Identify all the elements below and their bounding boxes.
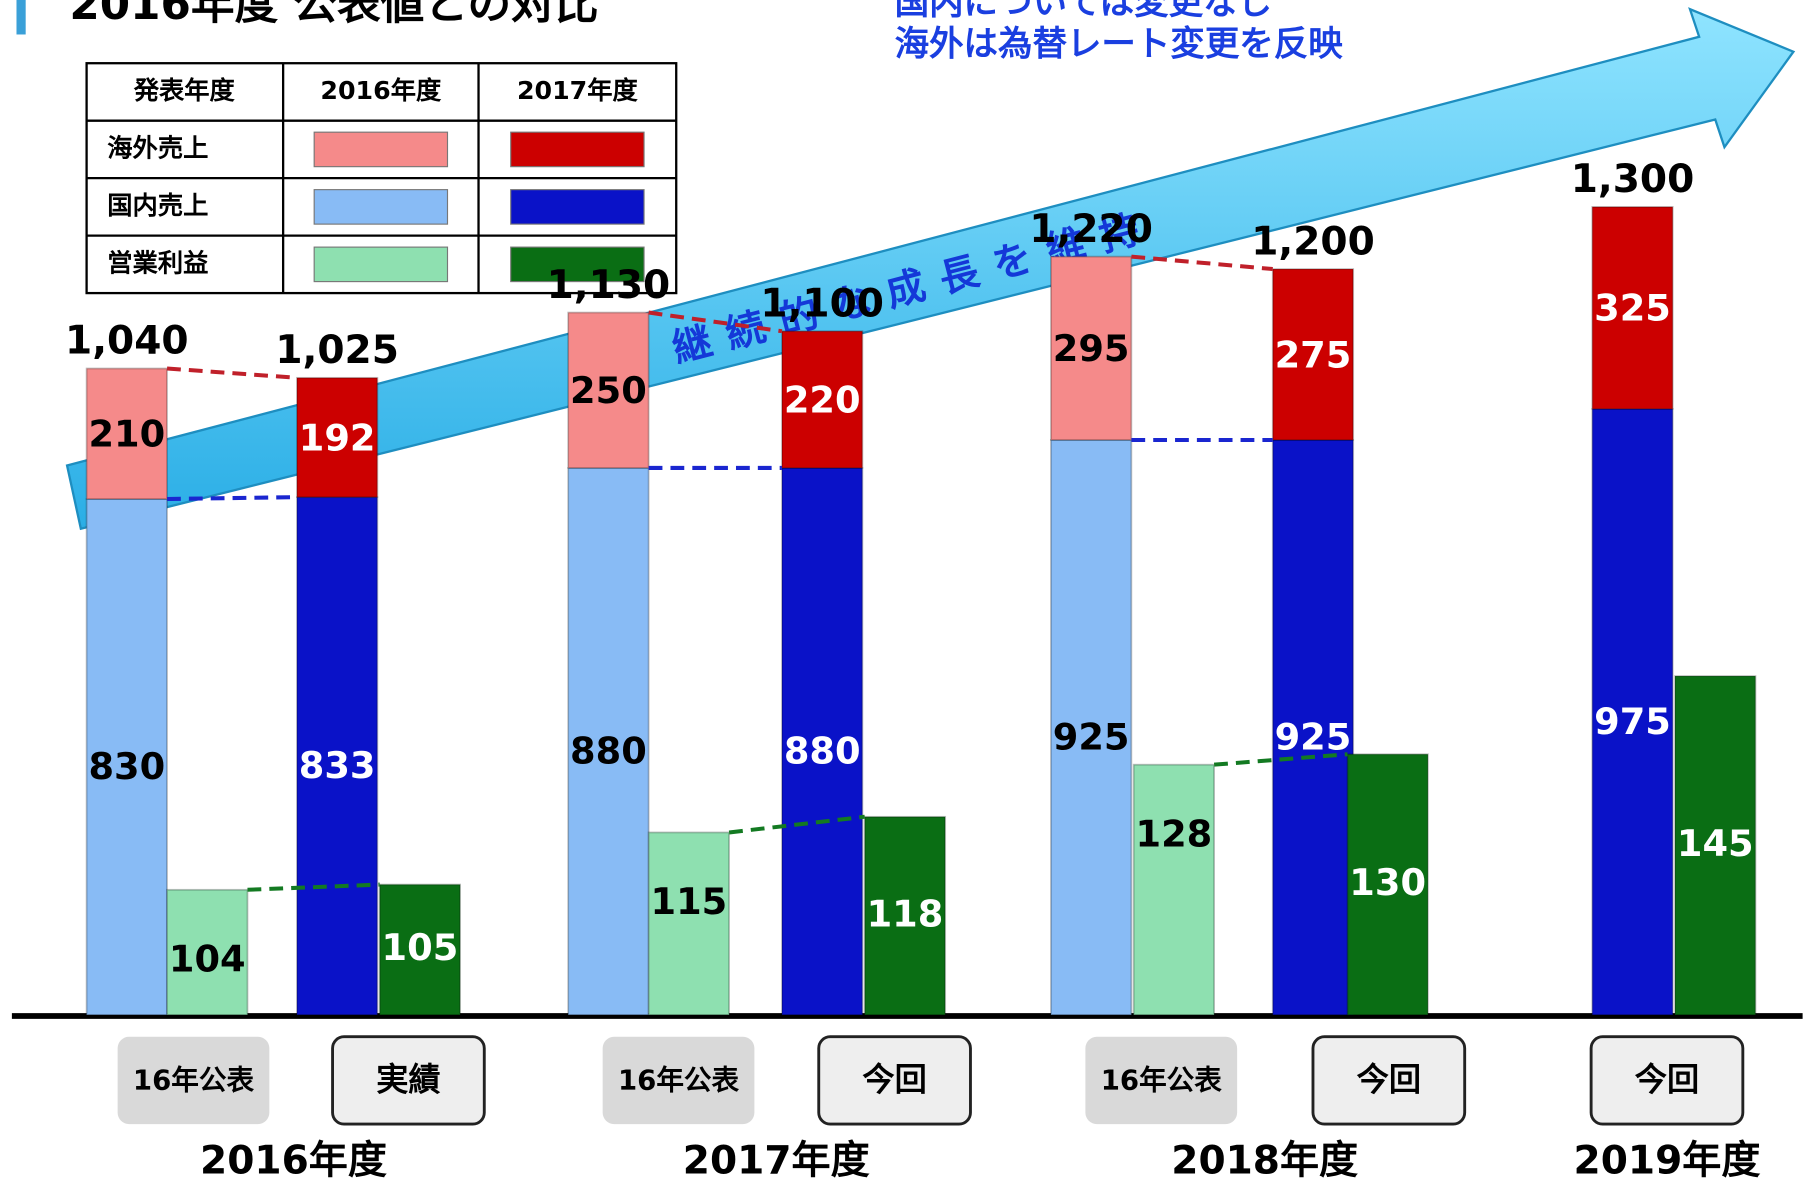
bar — [85, 498, 168, 1016]
bar — [166, 888, 249, 1016]
bar — [567, 311, 650, 469]
bar — [647, 831, 730, 1016]
category-box — [1085, 1036, 1238, 1125]
legend-swatch — [510, 131, 645, 168]
category-box — [1311, 1035, 1467, 1126]
bar — [1591, 408, 1674, 1016]
value-label: 192 — [299, 416, 376, 459]
legend-swatch — [510, 189, 645, 225]
total-label: 1,025 — [275, 328, 399, 373]
value-label: 880 — [570, 729, 647, 772]
value-label: 880 — [784, 729, 861, 772]
annotation: 海外は為替レート変更を反映 — [895, 24, 1344, 64]
value-label: 128 — [1136, 812, 1213, 855]
connector — [1213, 752, 1348, 767]
bar — [1271, 439, 1355, 1016]
legend-header: 2017年度 — [517, 76, 639, 105]
bar — [781, 467, 864, 1016]
bar — [1050, 439, 1133, 1016]
total-label: 1,040 — [65, 319, 189, 364]
bar — [85, 367, 168, 500]
value-label: 975 — [1594, 700, 1671, 743]
category-label: 16年公表 — [1101, 1064, 1223, 1097]
group-label: 2017年度 — [683, 1139, 870, 1184]
bar — [296, 496, 379, 1016]
value-label: 105 — [382, 926, 459, 969]
category-label: 今回 — [1635, 1061, 1699, 1099]
category-label: 16年公表 — [133, 1064, 255, 1097]
category-box — [1589, 1035, 1745, 1126]
total-label: 1,130 — [547, 263, 671, 308]
value-label: 925 — [1275, 715, 1352, 758]
bar — [781, 330, 864, 469]
total-label: 1,100 — [760, 281, 884, 326]
bar — [1674, 675, 1757, 1016]
value-label: 250 — [570, 369, 647, 412]
total-label: 1,220 — [1029, 207, 1153, 252]
legend-swatch — [313, 246, 449, 283]
value-label: 925 — [1053, 715, 1130, 758]
annotation: 国内については変更なし — [895, 0, 1272, 23]
value-label: 325 — [1594, 287, 1671, 330]
value-label: 220 — [784, 378, 861, 421]
bar — [863, 815, 947, 1016]
value-label: 115 — [650, 880, 727, 923]
value-label: 830 — [88, 745, 165, 788]
category-label: 16年公表 — [618, 1064, 740, 1097]
total-label: 1,300 — [1571, 157, 1695, 202]
category-box — [117, 1036, 270, 1125]
connector — [728, 814, 865, 835]
legend-label: 海外売上 — [107, 133, 208, 162]
legend-label: 営業利益 — [107, 248, 208, 277]
group-label: 2016年度 — [200, 1139, 387, 1184]
value-label: 275 — [1275, 333, 1352, 376]
legend-header: 2016年度 — [320, 76, 442, 105]
connector — [1131, 254, 1273, 272]
group-label: 2018年度 — [1171, 1139, 1358, 1184]
legend-swatch — [313, 131, 449, 168]
value-label: 104 — [169, 938, 246, 981]
bar — [1050, 255, 1133, 441]
value-label: 145 — [1677, 822, 1754, 865]
category-box — [817, 1035, 972, 1126]
category-label: 今回 — [862, 1061, 926, 1099]
category-box — [331, 1035, 486, 1126]
legend-label: 国内売上 — [107, 191, 208, 220]
chart-title: 2016年度 公表値との対比 — [69, 0, 598, 30]
title-marker — [16, 0, 26, 35]
value-label: 295 — [1053, 327, 1130, 370]
bar — [1346, 753, 1429, 1016]
legend-swatch — [510, 246, 645, 283]
connector — [648, 310, 783, 334]
category-box — [602, 1036, 755, 1125]
group-label: 2019年度 — [1574, 1139, 1761, 1184]
total-label: 1,200 — [1251, 219, 1375, 264]
bar — [378, 883, 462, 1016]
value-label: 118 — [867, 892, 944, 935]
category-label: 実績 — [376, 1061, 440, 1099]
legend-header: 発表年度 — [133, 76, 236, 105]
bar — [1132, 763, 1215, 1016]
connector — [247, 882, 380, 892]
value-label: 210 — [88, 413, 165, 456]
bar — [567, 467, 650, 1016]
legend-swatch — [313, 189, 449, 225]
value-label: 833 — [299, 744, 376, 787]
bar — [1271, 268, 1355, 441]
bar — [296, 376, 379, 499]
bar — [1591, 206, 1674, 410]
category-label: 今回 — [1357, 1061, 1421, 1099]
value-label: 130 — [1349, 861, 1426, 904]
